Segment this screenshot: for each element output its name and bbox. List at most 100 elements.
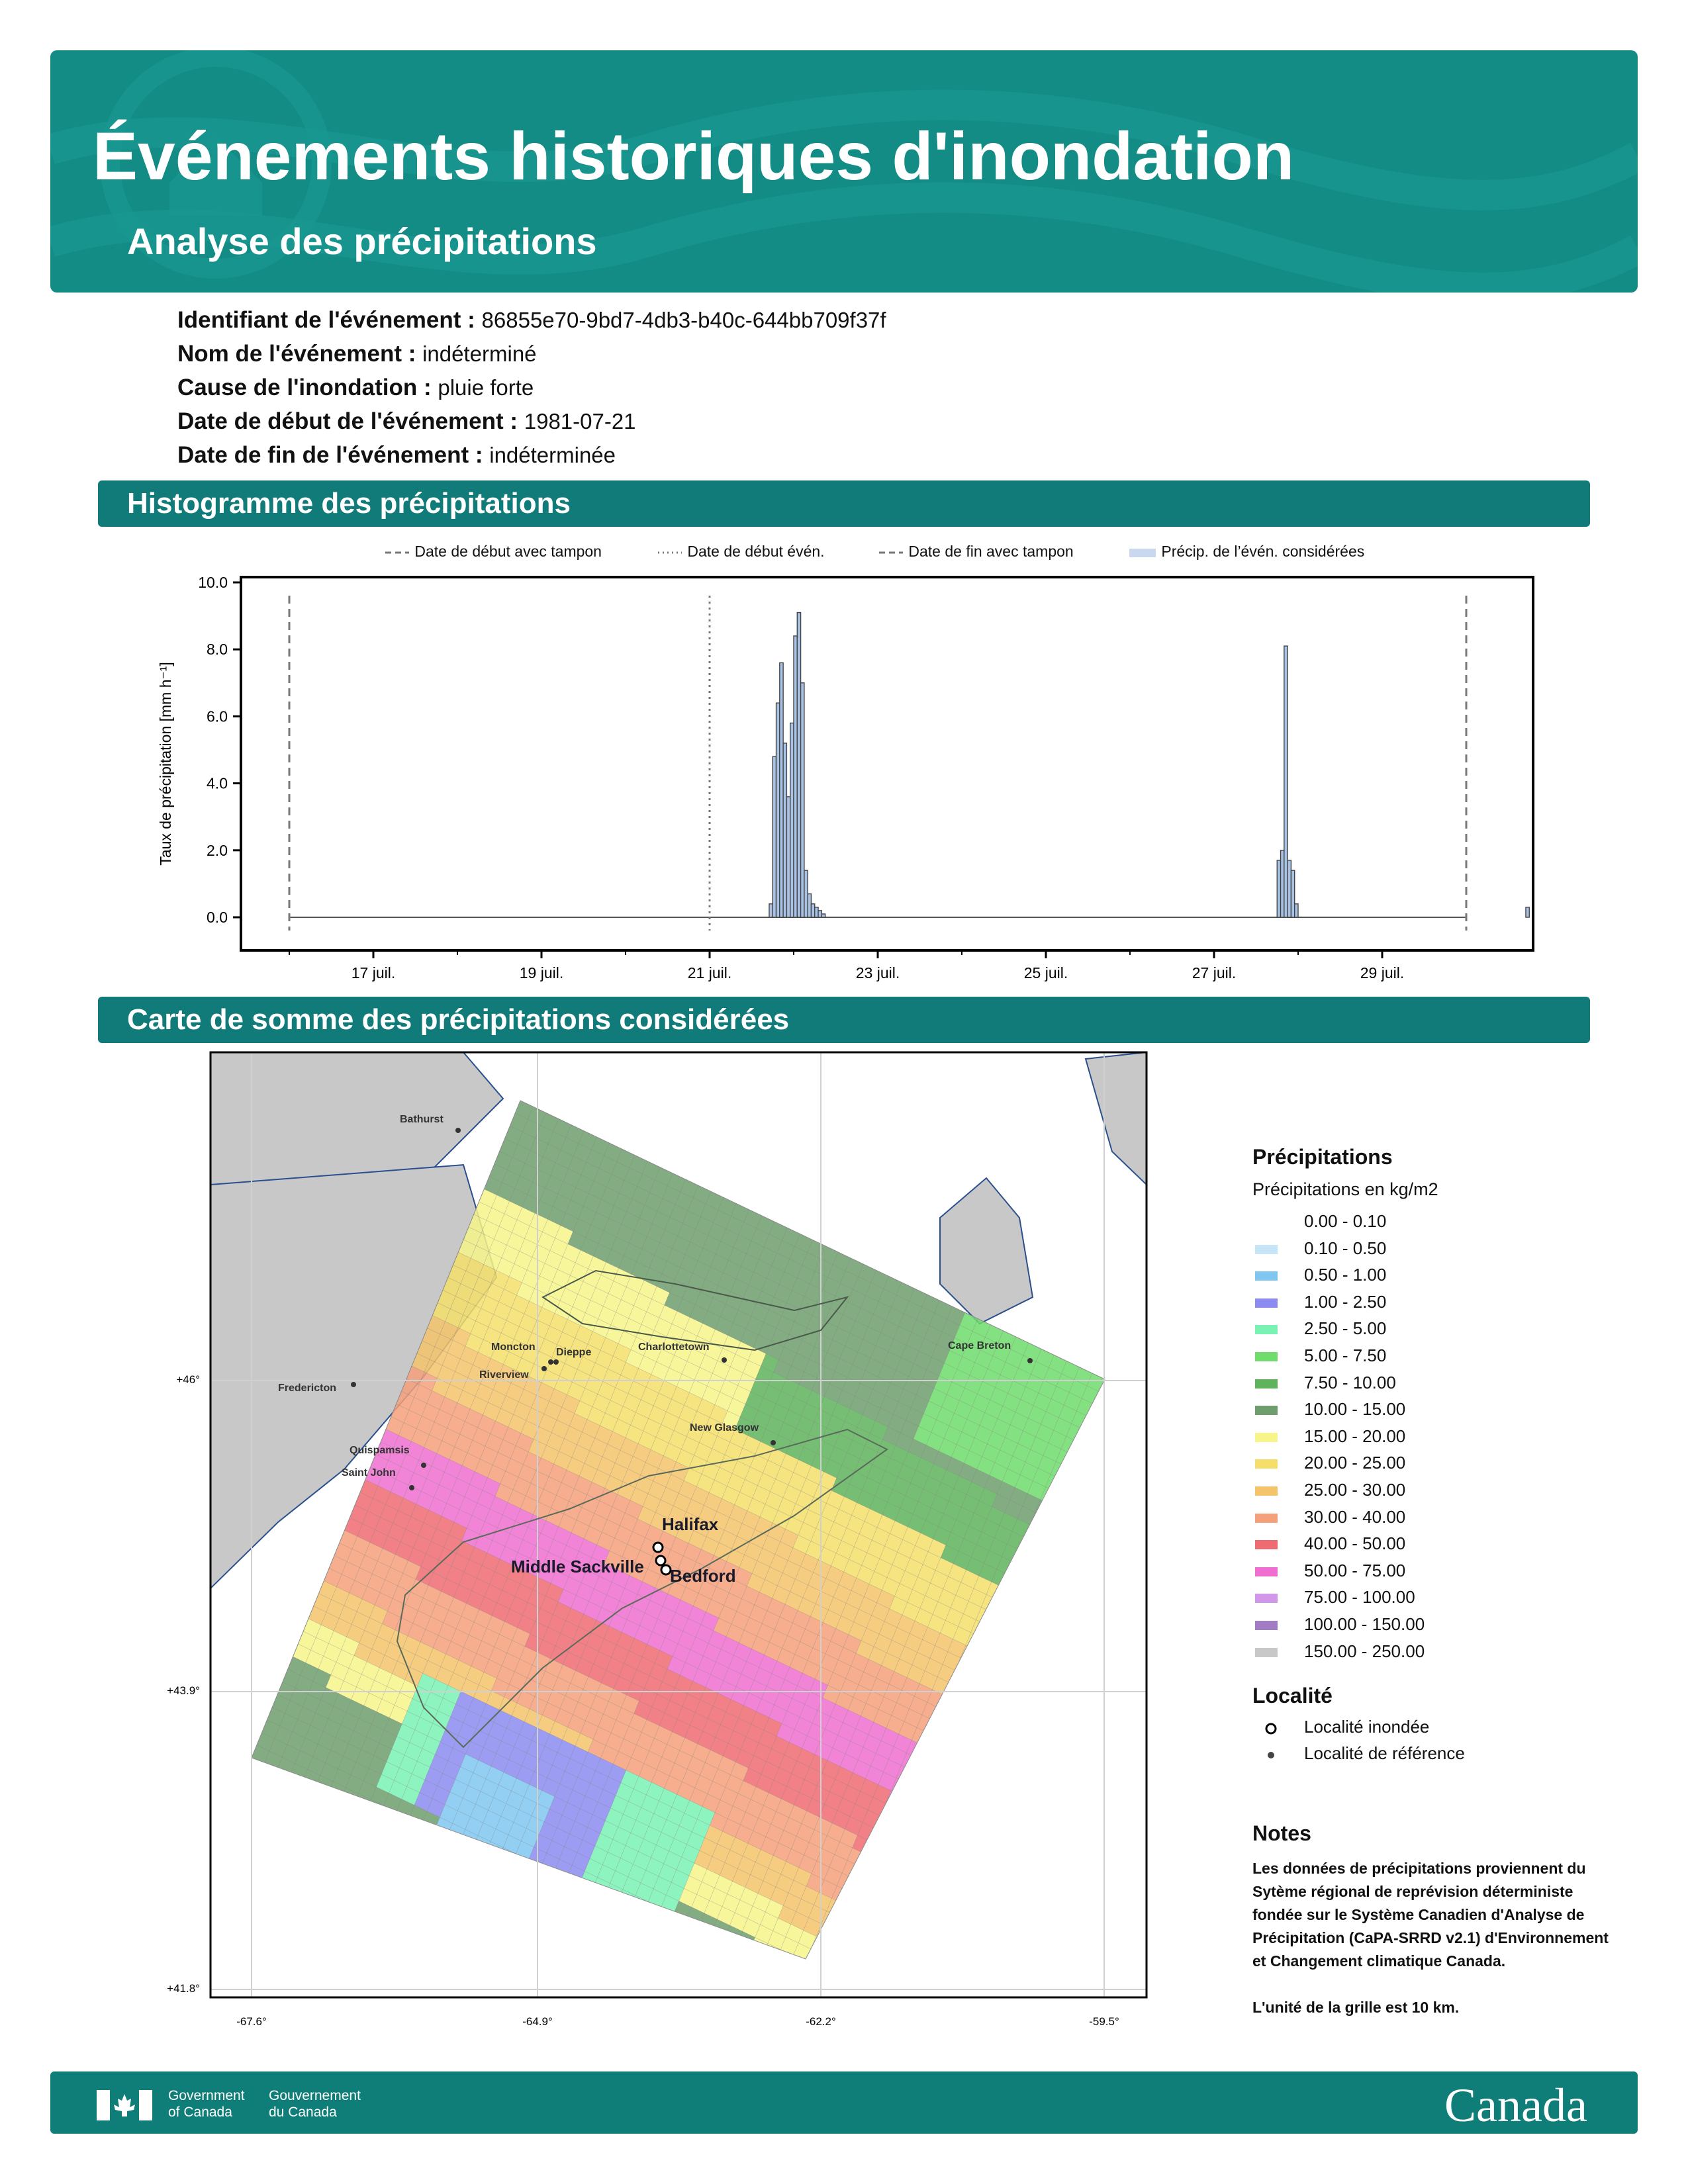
grid-cell xyxy=(1074,1367,1093,1387)
grid-cell xyxy=(747,1422,766,1442)
grid-cell xyxy=(882,1426,901,1446)
grid-cell xyxy=(458,1572,477,1592)
grid-cell xyxy=(880,1803,899,1823)
grid-cell xyxy=(600,1261,620,1281)
grid-cell xyxy=(267,1707,285,1727)
grid-cell xyxy=(776,1240,795,1259)
grid-cell xyxy=(400,1453,420,1473)
grid-cell xyxy=(775,1466,794,1486)
grid-cell xyxy=(706,1599,724,1619)
grid-cell xyxy=(643,1343,662,1363)
grid-cell xyxy=(511,1219,530,1239)
grid-cell xyxy=(940,1545,959,1565)
grid-cell xyxy=(955,1657,974,1677)
grid-cell xyxy=(649,1255,668,1275)
grid-cell xyxy=(700,1612,720,1631)
grid-cell xyxy=(454,1841,473,1861)
grid-cell xyxy=(919,1746,937,1766)
grid-cell xyxy=(780,1861,800,1881)
grid-cell xyxy=(566,1457,585,1477)
grid-cell xyxy=(792,1685,810,1705)
grid-cell xyxy=(614,1450,633,1469)
grid-cell xyxy=(677,1706,696,1726)
grid-cell xyxy=(582,1827,601,1846)
grid-cell xyxy=(475,1715,494,1735)
grid-cell xyxy=(893,1326,912,1345)
grid-cell xyxy=(412,1686,431,1706)
grid-cell xyxy=(629,1638,648,1658)
grid-cell xyxy=(611,1645,630,1664)
footer-bar xyxy=(50,2071,1638,2134)
grid-cell xyxy=(861,1477,880,1496)
grid-cell xyxy=(1061,1361,1080,1381)
grid-cell xyxy=(826,1823,845,1843)
grid-cell xyxy=(763,1460,781,1480)
grid-cell xyxy=(797,1597,816,1617)
grid-cell xyxy=(445,1641,464,1661)
grid-cell xyxy=(710,1586,729,1606)
grid-cell xyxy=(549,1645,569,1665)
grid-cell xyxy=(526,1332,545,1352)
reference-locality-dot xyxy=(455,1128,461,1133)
legend-title: Précipitations xyxy=(1252,1145,1393,1169)
grid-cell xyxy=(902,1602,921,1621)
grid-cell xyxy=(570,1187,589,1206)
grid-cell xyxy=(328,1630,347,1650)
grid-cell xyxy=(844,1967,862,1985)
grid-cell xyxy=(261,1719,280,1739)
section-histogram-bar: Histogramme des précipitations xyxy=(98,480,1590,527)
grid-cell xyxy=(839,1421,858,1441)
event-id-row: Identifiant de l'événement : 86855e70-9b… xyxy=(177,307,886,334)
grid-cell xyxy=(618,1663,637,1683)
grid-cell xyxy=(865,1433,883,1453)
grid-cell xyxy=(521,1269,540,1289)
grid-cell xyxy=(633,1217,653,1237)
grid-cell xyxy=(903,1376,922,1396)
grid-cell xyxy=(551,1827,570,1847)
grid-cell xyxy=(348,1731,367,1751)
grid-cell xyxy=(753,1817,772,1837)
grid-cell xyxy=(447,1747,466,1767)
grid-cell xyxy=(546,1432,565,1452)
grid-cell xyxy=(673,1901,692,1921)
grid-cell xyxy=(919,1595,939,1615)
grid-cell xyxy=(763,1717,782,1737)
grid-cell xyxy=(383,1792,402,1812)
grid-cell xyxy=(538,1156,556,1176)
grid-cell xyxy=(1027,1480,1046,1500)
grid-cell xyxy=(558,1514,577,1533)
grid-cell xyxy=(532,1169,551,1189)
grid-cell xyxy=(447,1823,466,1843)
grid-cell xyxy=(370,1454,389,1474)
grid-cell xyxy=(806,1465,825,1485)
grid-cell xyxy=(645,1933,664,1952)
grid-cell xyxy=(855,1308,874,1328)
grid-cell xyxy=(451,1553,470,1572)
grid-cell xyxy=(477,1490,496,1510)
land-new-brunswick-north xyxy=(211,1052,504,1193)
grid-cell xyxy=(442,1835,461,1855)
grid-cell xyxy=(962,1676,981,1696)
grid-cell xyxy=(725,1366,743,1386)
grid-cell xyxy=(651,1286,670,1306)
grid-cell xyxy=(1017,1355,1037,1375)
grid-cell xyxy=(320,1687,339,1707)
grid-cell xyxy=(510,1521,529,1540)
grid-cell xyxy=(814,1817,833,1837)
grid-cell xyxy=(776,1648,796,1668)
grid-cell xyxy=(883,1276,902,1296)
grid-cell xyxy=(598,1713,617,1733)
grid-cell xyxy=(778,1830,797,1850)
grid-cell xyxy=(657,1681,675,1701)
grid-cell xyxy=(643,1418,662,1437)
place-label: Moncton xyxy=(491,1342,536,1353)
grid-cell xyxy=(669,1279,688,1299)
grid-cell xyxy=(908,1288,927,1308)
grid-cell xyxy=(577,1839,596,1859)
grid-cell xyxy=(1014,1549,1033,1569)
grid-cell xyxy=(455,1615,475,1635)
grid-cell xyxy=(845,1333,863,1353)
grid-cell xyxy=(602,1776,622,1796)
grid-cell xyxy=(787,1547,806,1567)
grid-cell xyxy=(895,1432,914,1452)
